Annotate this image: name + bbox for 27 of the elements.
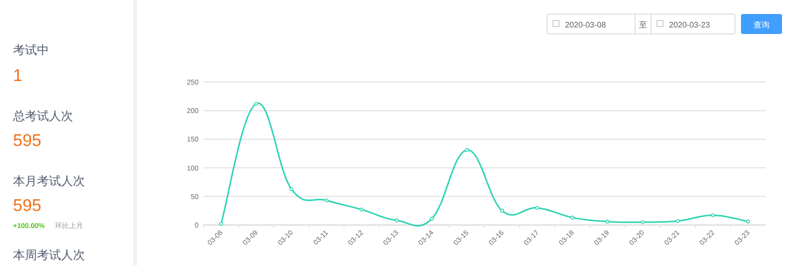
text: 本月考试人次: [13, 174, 85, 188]
point: [465, 148, 469, 152]
point: [254, 102, 258, 106]
point: [535, 206, 540, 210]
text: 595: [13, 131, 42, 150]
text: 查询: [754, 20, 770, 30]
text: 总考试人次: [12, 109, 73, 123]
point: [219, 222, 223, 226]
text: 考试中: [13, 43, 49, 57]
point: [606, 220, 610, 224]
point: [360, 208, 364, 212]
text: 1: [13, 66, 22, 85]
point: [289, 187, 294, 191]
point: [676, 219, 680, 223]
text: 2020-03-08: [565, 20, 606, 30]
point: [430, 216, 434, 221]
point: [324, 198, 328, 202]
point: [640, 220, 645, 224]
point: [394, 218, 399, 222]
point: [500, 208, 504, 213]
text: 2020-03-23: [669, 20, 710, 30]
point: [570, 216, 574, 220]
text: 595: [13, 196, 42, 215]
text: 至: [639, 20, 647, 30]
point: [711, 213, 715, 218]
text: 本周考试人次: [13, 248, 85, 262]
point: [746, 220, 750, 224]
